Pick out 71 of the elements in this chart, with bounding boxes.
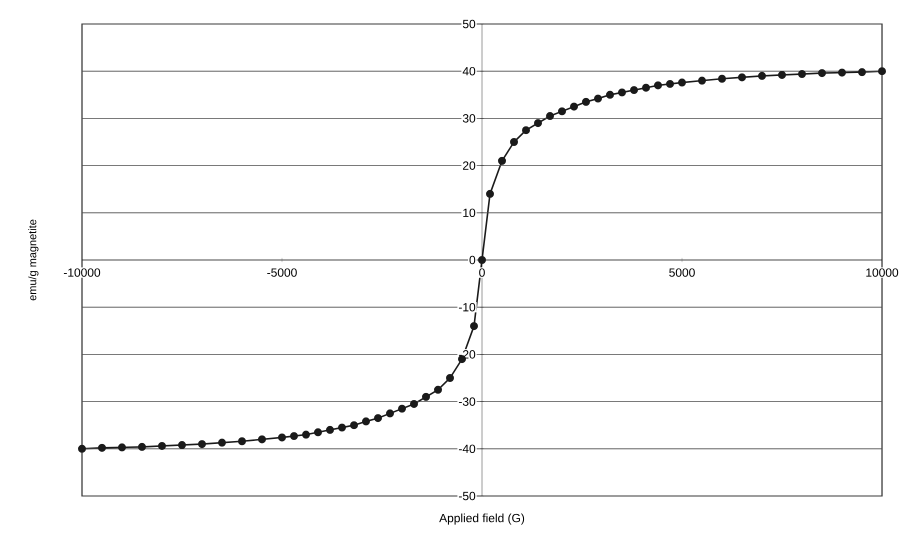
point — [198, 440, 206, 448]
point — [606, 90, 614, 99]
point — [326, 426, 334, 434]
point — [422, 392, 430, 401]
point — [546, 112, 554, 120]
x-tick-label: 5000 — [669, 268, 695, 277]
point — [410, 400, 418, 408]
point — [238, 437, 246, 446]
point — [290, 432, 298, 440]
y-tick-label: -10 — [458, 302, 476, 312]
point — [78, 444, 86, 453]
y-tick-label: 40 — [462, 66, 476, 76]
point — [178, 441, 186, 450]
point — [678, 78, 686, 87]
point — [398, 404, 406, 413]
point — [158, 442, 166, 450]
point — [778, 70, 786, 79]
point — [654, 81, 662, 90]
point — [570, 102, 578, 111]
point — [350, 421, 358, 430]
point — [478, 256, 486, 264]
point — [738, 73, 746, 82]
point — [446, 374, 454, 382]
y-tick-label: -30 — [458, 397, 476, 406]
x-tick-label: 0 — [479, 268, 485, 277]
point — [618, 88, 626, 96]
x-tick-label: 10000 — [866, 268, 898, 277]
point — [434, 386, 442, 394]
y-tick-label: 0 — [470, 256, 476, 264]
point — [594, 94, 602, 103]
x-tick-label: -5000 — [267, 268, 297, 277]
point — [758, 72, 766, 80]
point — [218, 438, 226, 447]
point — [386, 409, 394, 418]
y-axis-title: emu/g magnetite — [28, 220, 38, 300]
point — [522, 126, 530, 134]
point — [858, 68, 866, 76]
y-tick-label: 10 — [463, 208, 476, 218]
point — [718, 74, 726, 83]
point — [582, 98, 590, 106]
point — [642, 84, 650, 92]
point — [630, 86, 638, 94]
point — [470, 322, 478, 330]
y-tick-label: -40 — [458, 444, 476, 454]
point — [138, 442, 146, 451]
point — [510, 138, 518, 146]
point — [302, 430, 310, 439]
point — [98, 444, 106, 452]
point — [374, 414, 382, 422]
point — [558, 107, 566, 116]
y-tick-label: -50 — [458, 492, 476, 500]
point — [486, 190, 494, 198]
point — [878, 67, 886, 76]
point — [818, 69, 826, 78]
point — [698, 76, 706, 85]
point — [666, 80, 674, 88]
x-axis-title: Applied field (G) — [439, 514, 524, 525]
point — [534, 119, 542, 128]
x-tick-label: -10000 — [64, 268, 100, 277]
point — [798, 70, 806, 78]
y-tick-label: 50 — [462, 20, 476, 28]
y-tick-label: 20 — [462, 161, 476, 170]
point — [838, 68, 846, 77]
point — [362, 417, 370, 426]
point — [314, 428, 322, 436]
point — [498, 156, 506, 165]
point — [338, 424, 346, 432]
y-tick-label: 30 — [462, 114, 476, 123]
point — [118, 443, 126, 452]
point — [258, 435, 266, 444]
point — [278, 433, 286, 442]
